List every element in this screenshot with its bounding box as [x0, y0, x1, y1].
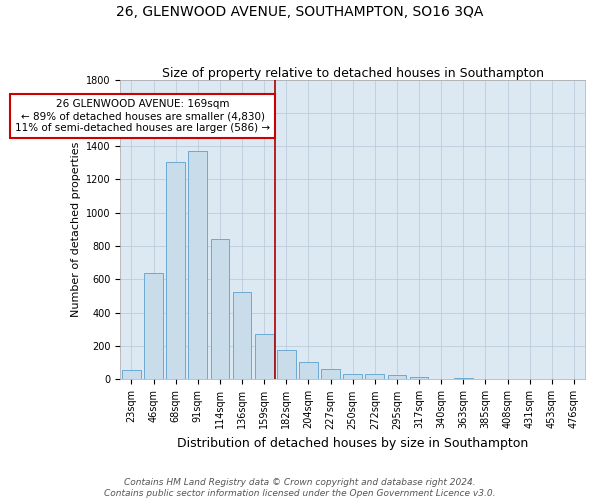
- Bar: [365, 374, 384, 380]
- Bar: [476, 378, 495, 380]
- Bar: [188, 151, 207, 380]
- Text: 26, GLENWOOD AVENUE, SOUTHAMPTON, SO16 3QA: 26, GLENWOOD AVENUE, SOUTHAMPTON, SO16 3…: [116, 5, 484, 19]
- Bar: [454, 378, 473, 380]
- Bar: [122, 370, 141, 380]
- Bar: [388, 376, 406, 380]
- Text: 26 GLENWOOD AVENUE: 169sqm
← 89% of detached houses are smaller (4,830)
11% of s: 26 GLENWOOD AVENUE: 169sqm ← 89% of deta…: [15, 100, 270, 132]
- Text: Contains HM Land Registry data © Crown copyright and database right 2024.
Contai: Contains HM Land Registry data © Crown c…: [104, 478, 496, 498]
- Bar: [343, 374, 362, 380]
- Bar: [233, 292, 251, 380]
- Bar: [432, 378, 451, 380]
- Bar: [144, 273, 163, 380]
- Y-axis label: Number of detached properties: Number of detached properties: [71, 142, 80, 317]
- Bar: [166, 162, 185, 380]
- Bar: [255, 334, 274, 380]
- X-axis label: Distribution of detached houses by size in Southampton: Distribution of detached houses by size …: [177, 437, 529, 450]
- Bar: [321, 368, 340, 380]
- Title: Size of property relative to detached houses in Southampton: Size of property relative to detached ho…: [162, 66, 544, 80]
- Bar: [277, 350, 296, 380]
- Bar: [211, 240, 229, 380]
- Bar: [410, 377, 428, 380]
- Bar: [299, 362, 318, 380]
